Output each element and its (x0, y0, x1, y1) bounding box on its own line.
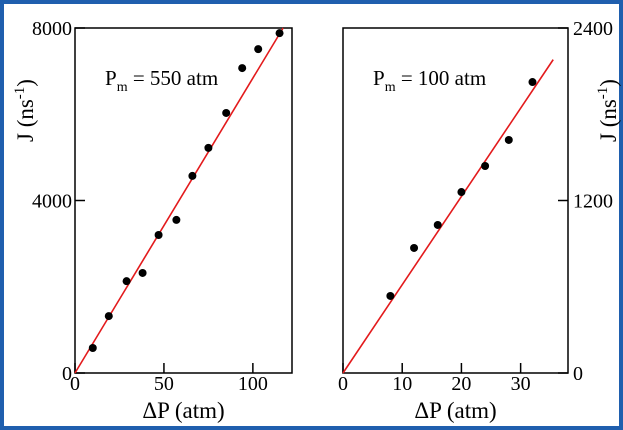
data-point (204, 143, 213, 152)
data-point (481, 162, 490, 170)
data-point (457, 188, 466, 197)
y-tick-label: 0 (62, 363, 72, 385)
y-label-sup: -1 (12, 87, 28, 100)
data-point (188, 171, 197, 180)
data-point (238, 64, 247, 73)
y-tick-label: 1200 (573, 191, 613, 213)
y-axis-label: J (ns-1) (12, 79, 38, 142)
data-point (386, 291, 395, 300)
y-label-end: ) (13, 79, 38, 87)
annotation: Pm = 100 atm (373, 66, 486, 95)
annotation-rest: = 100 atm (396, 66, 487, 90)
y-tick-label: 8000 (32, 18, 72, 40)
x-tick-label: 100 (238, 373, 268, 395)
x-axis-label: ΔP (atm) (414, 398, 496, 423)
data-point (88, 343, 97, 352)
data-point (254, 45, 263, 54)
x-tick-label: 10 (392, 373, 412, 395)
annotation-rest: = 550 atm (128, 66, 219, 90)
data-point (222, 108, 231, 117)
y-label-main: J (ns (596, 99, 621, 142)
data-point (154, 231, 163, 239)
y-label-main: J (ns (13, 99, 38, 142)
y-tick-label: 0 (573, 363, 583, 385)
data-point (528, 78, 537, 87)
x-tick-label: 30 (511, 373, 531, 395)
data-point (410, 243, 419, 252)
annotation: Pm = 550 atm (105, 66, 218, 95)
data-point (275, 29, 284, 38)
annotation-sub: m (117, 80, 128, 95)
fit-line (342, 59, 554, 374)
y-tick-label: 4000 (32, 191, 72, 213)
data-point (138, 268, 147, 277)
data-point (433, 220, 442, 229)
data-point (104, 312, 113, 321)
x-tick-label: 50 (154, 373, 174, 395)
x-tick-label: 0 (70, 373, 80, 395)
y-axis-label: J (ns-1) (595, 79, 621, 142)
x-tick-label: 20 (451, 373, 471, 395)
annotation-sub: m (385, 80, 396, 95)
annotation-main: P (105, 66, 117, 90)
data-point (172, 215, 181, 224)
y-label-sup: -1 (595, 87, 611, 100)
x-axis-label: ΔP (atm) (142, 398, 224, 423)
y-label-end: ) (596, 79, 621, 87)
data-point (122, 277, 131, 286)
y-tick-label: 2400 (573, 18, 613, 40)
x-tick-label: 0 (338, 373, 348, 395)
data-point (504, 135, 513, 144)
annotation-main: P (373, 66, 385, 90)
